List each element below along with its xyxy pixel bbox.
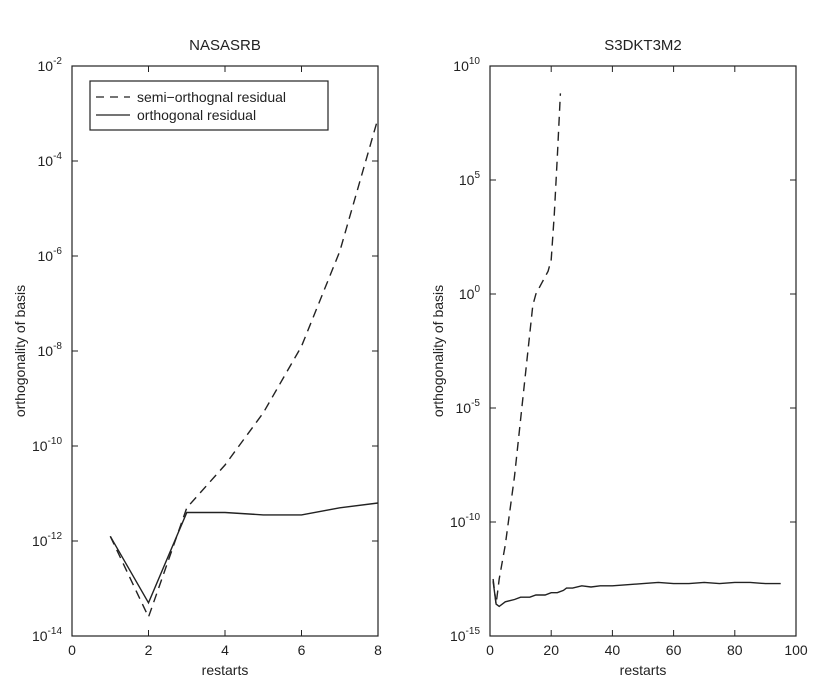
series-line-solid bbox=[492, 581, 781, 608]
y-tick-label: 10-14 bbox=[32, 626, 62, 644]
chart-title: S3DKT3M2 bbox=[604, 37, 682, 54]
y-tick-label: 10-8 bbox=[38, 341, 63, 359]
x-tick-label: 2 bbox=[145, 642, 153, 658]
axis-ticks: 0 2 4 6 8 10-14 10-12 10-10 10-8 10-6 10-4 10-2 bbox=[32, 56, 382, 658]
x-tick-label: 40 bbox=[605, 642, 621, 658]
legend-label-orthogonal: orthogonal residual bbox=[137, 107, 256, 123]
y-axis-label: orthogonality of basis bbox=[12, 285, 28, 417]
x-axis-label: restarts bbox=[620, 662, 667, 678]
y-tick-label: 105 bbox=[459, 170, 481, 188]
x-tick-label: 6 bbox=[298, 642, 306, 658]
legend-box bbox=[89, 80, 329, 131]
y-tick-label: 10-4 bbox=[38, 151, 63, 169]
y-tick-label: 100 bbox=[459, 284, 481, 302]
chart-title: NASASRB bbox=[189, 37, 261, 54]
series-line-dashed bbox=[109, 118, 379, 619]
data-lines bbox=[492, 93, 781, 608]
x-tick-label: 80 bbox=[727, 642, 743, 658]
x-tick-label: 60 bbox=[666, 642, 682, 658]
x-tick-label: 20 bbox=[543, 642, 559, 658]
legend: semi−orthognal residual orthogonal resid… bbox=[89, 80, 329, 131]
panel-nasasrb: NASASRB restarts orthogonality of basis … bbox=[12, 37, 382, 678]
x-tick-label: 100 bbox=[784, 642, 808, 658]
axis-ticks: 0 20 40 60 80 100 10-15 10-10 10-5 100 105 1010 bbox=[450, 56, 808, 658]
x-axis-label: restarts bbox=[202, 662, 249, 678]
y-tick-label: 10-10 bbox=[32, 436, 62, 454]
panel-s3dkt3m2: S3DKT3M2 restarts orthogonality of basis… bbox=[430, 37, 808, 678]
legend-label-semi-orthogonal: semi−orthognal residual bbox=[137, 89, 286, 105]
x-tick-label: 0 bbox=[68, 642, 76, 658]
y-tick-label: 10-12 bbox=[32, 531, 62, 549]
y-tick-label: 10-2 bbox=[38, 56, 63, 74]
y-tick-label: 10-5 bbox=[456, 398, 481, 416]
y-tick-label: 10-15 bbox=[450, 626, 480, 644]
y-tick-label: 10-6 bbox=[38, 246, 63, 264]
x-tick-label: 0 bbox=[486, 642, 494, 658]
plot-frame bbox=[489, 65, 797, 637]
y-tick-label: 1010 bbox=[453, 56, 480, 74]
series-line-dashed bbox=[492, 93, 562, 605]
data-lines bbox=[109, 118, 379, 619]
y-axis-label: orthogonality of basis bbox=[430, 285, 446, 417]
y-tick-label: 10-10 bbox=[450, 512, 480, 530]
x-tick-label: 8 bbox=[374, 642, 382, 658]
series-line-solid bbox=[109, 502, 379, 605]
x-tick-label: 4 bbox=[221, 642, 229, 658]
